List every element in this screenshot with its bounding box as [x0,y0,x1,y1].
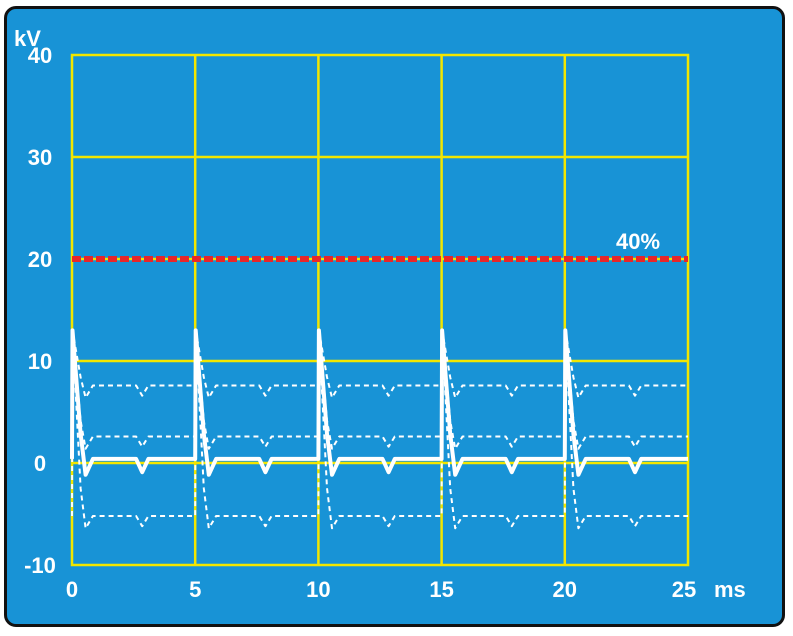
y-tick-label: 40 [28,43,52,68]
threshold-layer: 40% [72,229,688,262]
y-tick-label: -10 [24,553,56,578]
scope-screen [4,6,785,627]
threshold-label: 40% [616,229,660,254]
dashed-trace [71,329,688,530]
grid [70,53,690,567]
x-tick-label: 25 [672,577,696,602]
primary-trace [70,328,688,477]
dashed-trace [71,329,688,450]
y-tick-label: 30 [28,145,52,170]
x-tick-label: 10 [306,577,330,602]
y-tick-label: 20 [28,247,52,272]
traces [70,328,688,530]
y-tick-label: 0 [34,451,46,476]
x-tick-label: 20 [553,577,577,602]
y-tick-label: 10 [28,349,52,374]
x-tick-label: 0 [66,577,78,602]
x-tick-label: 5 [189,577,201,602]
x-axis-unit: ms [714,577,746,602]
dashed-trace [71,329,688,399]
plot-border [70,53,690,567]
x-tick-label: 15 [429,577,453,602]
axis-labels: kV ms 0 5 10 15 20 25 40 30 20 10 0 -10 [14,26,746,602]
y-axis-unit: kV [14,26,41,51]
